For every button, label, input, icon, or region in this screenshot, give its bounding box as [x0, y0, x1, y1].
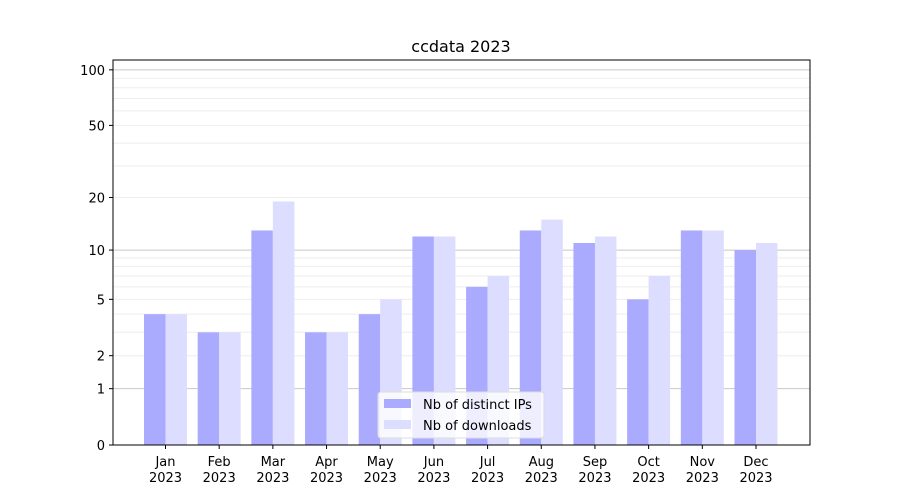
x-tick-label: Mar 2023: [256, 455, 289, 486]
legend-label: Nb of downloads: [423, 419, 532, 434]
y-tick-label: 1: [97, 383, 105, 398]
x-tick-label: Jun 2023: [417, 455, 450, 486]
legend-swatch: [384, 420, 411, 429]
bar-distinct-ips: [680, 230, 703, 445]
y-tick-label: 50: [88, 119, 105, 134]
bar-downloads: [541, 219, 563, 445]
x-tick-label: May 2023: [364, 455, 397, 486]
x-tick-label: Aug 2023: [525, 455, 558, 486]
legend-label: Nb of distinct IPs: [423, 398, 532, 413]
bar-distinct-ips: [573, 243, 595, 445]
x-tick-label: Nov 2023: [686, 455, 719, 486]
bar-downloads: [219, 332, 241, 445]
bar-distinct-ips: [627, 299, 649, 445]
legend-swatch: [384, 399, 411, 408]
bar-distinct-ips: [519, 230, 542, 445]
plot-frame: [112, 59, 811, 446]
legend-box: [377, 391, 545, 439]
bar-downloads: [594, 236, 617, 445]
bar-downloads: [756, 243, 778, 445]
bar-downloads: [272, 201, 295, 445]
bar-downloads: [648, 275, 671, 445]
y-tick-label: 10: [88, 244, 105, 259]
y-tick-label: 2: [97, 350, 105, 365]
bar-downloads: [702, 230, 724, 445]
y-tick-label: 100: [80, 64, 105, 79]
x-tick-label: Feb 2023: [203, 455, 236, 486]
bar-distinct-ips: [144, 314, 166, 445]
bar-distinct-ips: [197, 332, 220, 445]
bar-distinct-ips: [251, 230, 273, 445]
bar-downloads: [165, 314, 187, 445]
x-tick-label: Sep 2023: [578, 455, 611, 486]
y-tick-label: 5: [97, 293, 105, 308]
x-tick-label: Oct 2023: [632, 455, 665, 486]
bar-distinct-ips: [305, 332, 327, 445]
x-tick-label: Dec 2023: [739, 455, 772, 486]
bar-distinct-ips: [358, 314, 381, 445]
y-tick-label: 20: [88, 192, 105, 207]
legend: Nb of distinct IPs Nb of downloads: [377, 391, 545, 439]
y-tick-label: 0: [97, 439, 105, 454]
chart-title: ccdata 2023: [411, 37, 510, 56]
x-tick-label: Apr 2023: [310, 455, 343, 486]
bar-distinct-ips: [734, 250, 756, 445]
bar-downloads: [326, 332, 349, 445]
x-tick-label: Jan 2023: [149, 455, 182, 486]
x-tick-label: Jul 2023: [471, 455, 504, 486]
